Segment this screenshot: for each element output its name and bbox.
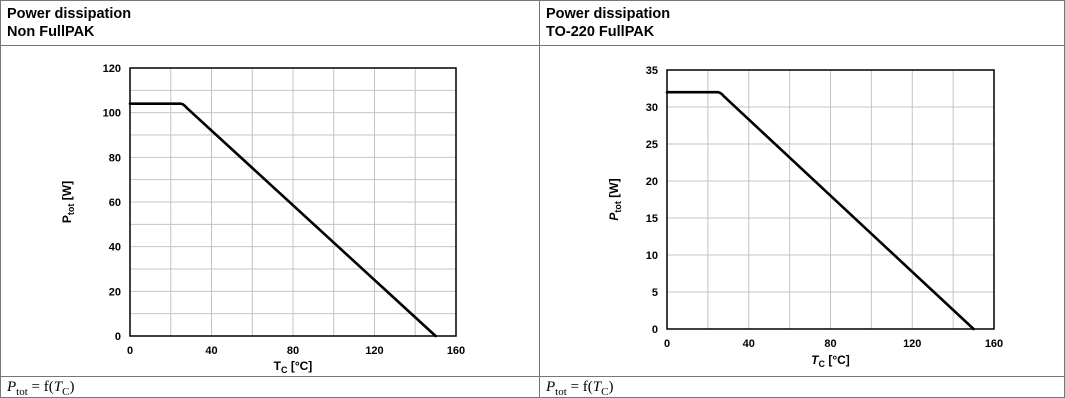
x-tick-label: 40 xyxy=(743,338,755,350)
formula-rhs-prefix: = f( xyxy=(570,379,593,395)
formula-rhs-suffix: ) xyxy=(608,379,614,395)
x-tick-label: 40 xyxy=(205,345,217,357)
plot-frame xyxy=(129,67,457,337)
footer-divider xyxy=(1,376,1064,377)
left-panel-subtitle: Non FullPAK xyxy=(7,24,95,40)
grid xyxy=(667,70,994,329)
x-tick-label: 160 xyxy=(447,345,465,357)
right-formula: Ptot = f(TC) xyxy=(546,379,613,398)
y-tick-label: 0 xyxy=(652,324,658,336)
y-tick-label: 10 xyxy=(646,250,658,262)
formula-lhs-sub: tot xyxy=(555,386,567,398)
power-derating-curve xyxy=(665,90,975,331)
y-tick-label: 30 xyxy=(646,102,658,114)
left-power-dissipation-chart: 0 40 80 120 160 0 20 40 60 80 100 120 TC [°C] Ptot [W… xyxy=(60,63,465,375)
x-tick-label: 120 xyxy=(365,345,383,357)
y-axis-label: Ptot [W] xyxy=(60,181,76,223)
x-tick-label: 160 xyxy=(985,338,1003,350)
formula-rhs-sub: C xyxy=(62,386,70,398)
y-tick-label: 35 xyxy=(646,65,658,77)
formula-rhs-sub: C xyxy=(601,386,609,398)
y-tick-label: 100 xyxy=(103,108,121,120)
y-tick-label: 60 xyxy=(109,197,121,209)
x-axis-label: TC [°C] xyxy=(274,359,313,375)
formula-lhs-sub: tot xyxy=(16,386,28,398)
y-tick-label: 40 xyxy=(109,242,121,254)
y-tick-label: 20 xyxy=(646,176,658,188)
x-tick-label: 80 xyxy=(824,338,836,350)
x-tick-label: 0 xyxy=(664,338,670,350)
y-tick-label: 5 xyxy=(652,287,658,299)
x-tick-label: 120 xyxy=(903,338,921,350)
column-divider xyxy=(539,1,540,397)
y-tick-label: 0 xyxy=(115,331,121,343)
left-panel-title: Power dissipation xyxy=(7,6,132,22)
formula-rhs-var: T xyxy=(592,379,602,395)
grid xyxy=(130,68,456,336)
y-axis-label: Ptot [W] xyxy=(607,178,623,220)
y-tick-label: 120 xyxy=(103,63,121,75)
power-derating-curve xyxy=(128,102,437,338)
right-panel-title: Power dissipation xyxy=(546,6,671,22)
formula-rhs-var: T xyxy=(53,379,63,395)
x-tick-label: 80 xyxy=(287,345,299,357)
formula-lhs-var: P xyxy=(546,379,556,395)
y-tick-label: 80 xyxy=(109,152,121,164)
x-tick-label: 0 xyxy=(127,345,133,357)
right-power-dissipation-chart: 0 40 80 120 160 0 5 10 15 20 25 30 35 TC [°C] Ptot [W] xyxy=(607,65,1003,369)
y-tick-label: 20 xyxy=(109,286,121,298)
y-tick-label: 25 xyxy=(646,139,658,151)
right-panel-header: Power dissipation TO-220 FullPAK xyxy=(546,5,670,41)
header-divider xyxy=(1,45,1064,46)
plot-frame xyxy=(666,69,995,330)
left-formula: Ptot = f(TC) xyxy=(7,379,74,398)
formula-lhs-var: P xyxy=(7,379,17,395)
right-panel-subtitle: TO-220 FullPAK xyxy=(546,24,655,40)
formula-rhs-prefix: = f( xyxy=(31,379,54,395)
x-axis-label: TC [°C] xyxy=(811,353,850,369)
y-tick-label: 15 xyxy=(646,213,658,225)
formula-rhs-suffix: ) xyxy=(69,379,75,395)
left-panel-header: Power dissipation Non FullPAK xyxy=(7,5,131,41)
